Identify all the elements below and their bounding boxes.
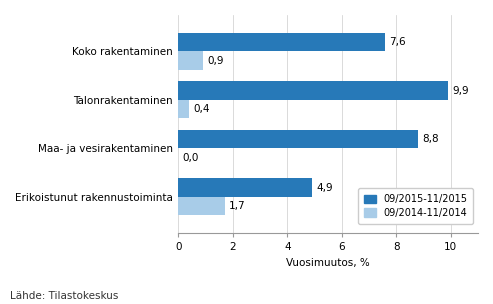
- Bar: [178, 130, 418, 148]
- Text: 0,4: 0,4: [193, 104, 210, 114]
- Text: 1,7: 1,7: [229, 201, 246, 211]
- Text: Lähde: Tilastokeskus: Lähde: Tilastokeskus: [10, 291, 118, 301]
- X-axis label: Vuosimuutos, %: Vuosimuutos, %: [286, 258, 370, 268]
- Text: 4,9: 4,9: [316, 183, 333, 192]
- Text: 0,9: 0,9: [207, 56, 223, 66]
- Text: 8,8: 8,8: [422, 134, 439, 144]
- Text: 0,0: 0,0: [182, 153, 199, 163]
- Bar: [178, 197, 225, 215]
- Text: 9,9: 9,9: [452, 86, 469, 96]
- Bar: [178, 33, 386, 51]
- Text: 7,6: 7,6: [389, 37, 406, 47]
- Legend: 09/2015-11/2015, 09/2014-11/2014: 09/2015-11/2015, 09/2014-11/2014: [358, 188, 473, 224]
- Bar: [178, 81, 448, 100]
- Bar: [178, 178, 312, 197]
- Bar: [178, 51, 203, 70]
- Bar: [178, 100, 189, 118]
